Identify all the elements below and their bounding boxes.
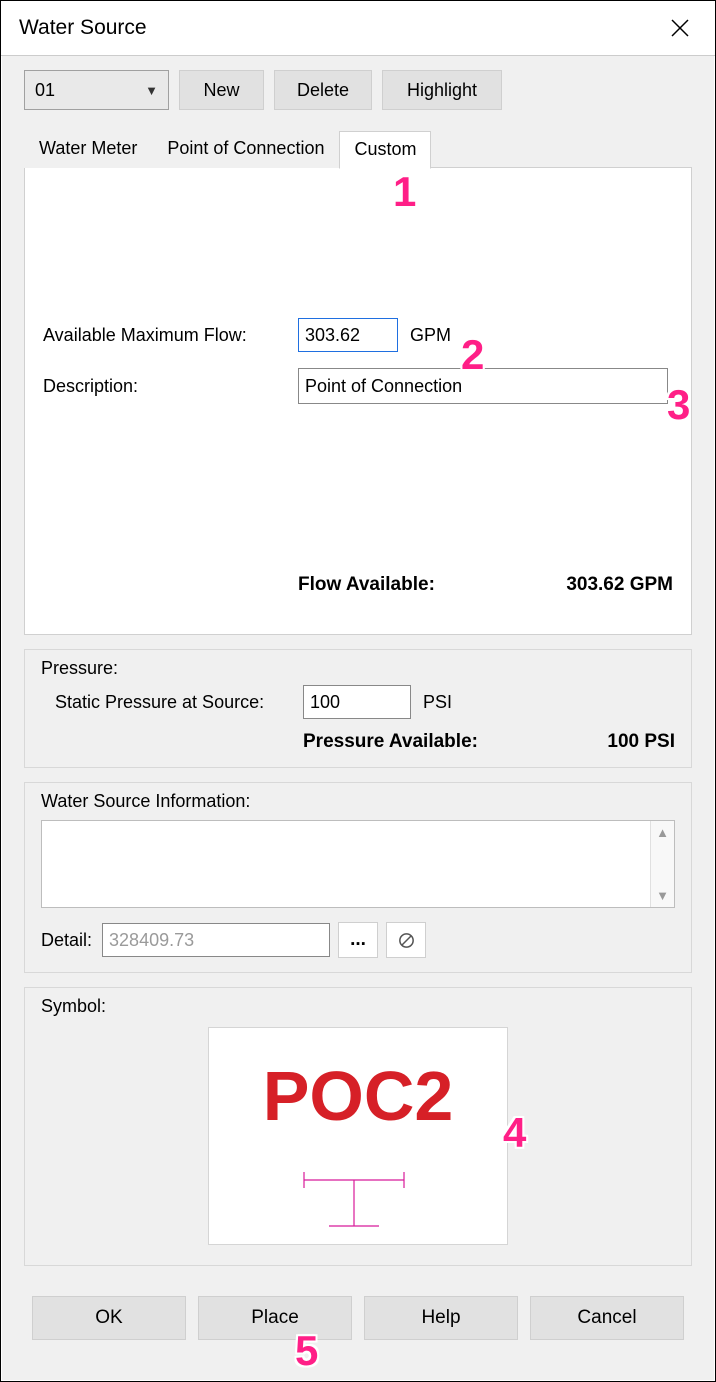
dialog-body: 01 ▼ New Delete Highlight Water Meter Po… bbox=[2, 56, 714, 1380]
ok-button[interactable]: OK bbox=[32, 1296, 186, 1340]
highlight-button[interactable]: Highlight bbox=[382, 70, 502, 110]
new-button[interactable]: New bbox=[179, 70, 264, 110]
detail-row: Detail: ... bbox=[41, 922, 675, 958]
info-group-title: Water Source Information: bbox=[41, 791, 675, 812]
flow-available-value: 303.62 GPM bbox=[566, 574, 673, 596]
close-button[interactable] bbox=[659, 7, 701, 49]
symbol-graphic bbox=[299, 1168, 409, 1238]
place-button[interactable]: Place bbox=[198, 1296, 352, 1340]
top-toolbar: 01 ▼ New Delete Highlight bbox=[24, 70, 692, 110]
pressure-unit: PSI bbox=[423, 692, 452, 713]
info-group: Water Source Information: ▲ ▼ Detail: ..… bbox=[24, 782, 692, 973]
symbol-preview[interactable]: POC2 bbox=[208, 1027, 508, 1245]
window-title: Water Source bbox=[19, 16, 147, 40]
tab-water-meter[interactable]: Water Meter bbox=[24, 130, 152, 168]
footer-buttons: OK Place Help Cancel bbox=[24, 1296, 692, 1340]
chevron-down-icon: ▼ bbox=[145, 83, 158, 98]
max-flow-row: Available Maximum Flow: GPM bbox=[43, 318, 673, 352]
pressure-available-value: 100 PSI bbox=[607, 731, 675, 753]
max-flow-input[interactable] bbox=[298, 318, 398, 352]
delete-button[interactable]: Delete bbox=[274, 70, 372, 110]
info-textarea[interactable]: ▲ ▼ bbox=[41, 820, 675, 908]
scroll-up-icon[interactable]: ▲ bbox=[656, 825, 669, 840]
static-pressure-input[interactable] bbox=[303, 685, 411, 719]
tab-point-of-connection[interactable]: Point of Connection bbox=[152, 130, 339, 168]
flow-available-label: Flow Available: bbox=[298, 574, 435, 596]
textarea-scrollbar[interactable]: ▲ ▼ bbox=[650, 821, 674, 907]
symbol-text: POC2 bbox=[209, 1056, 507, 1136]
static-pressure-label: Static Pressure at Source: bbox=[55, 692, 303, 713]
symbol-group-title: Symbol: bbox=[41, 996, 675, 1017]
detail-label: Detail: bbox=[41, 930, 92, 951]
max-flow-unit: GPM bbox=[410, 325, 451, 346]
close-icon bbox=[670, 18, 690, 38]
tabstrip: Water Meter Point of Connection Custom bbox=[24, 130, 692, 168]
description-input[interactable] bbox=[298, 368, 668, 404]
scroll-down-icon[interactable]: ▼ bbox=[656, 888, 669, 903]
symbol-group: Symbol: POC2 bbox=[24, 987, 692, 1266]
water-source-dialog: Water Source 01 ▼ New Delete Highlight W… bbox=[0, 0, 716, 1382]
custom-panel: Available Maximum Flow: GPM Description:… bbox=[24, 167, 692, 635]
cancel-button[interactable]: Cancel bbox=[530, 1296, 684, 1340]
detail-browse-button[interactable]: ... bbox=[338, 922, 378, 958]
tabs-container: Water Meter Point of Connection Custom A… bbox=[24, 130, 692, 635]
detail-input[interactable] bbox=[102, 923, 330, 957]
tab-custom[interactable]: Custom bbox=[339, 131, 431, 169]
pressure-group-title: Pressure: bbox=[41, 658, 675, 679]
detail-clear-button[interactable] bbox=[386, 922, 426, 958]
source-selector-value: 01 bbox=[35, 80, 55, 101]
titlebar: Water Source bbox=[1, 1, 715, 56]
description-label: Description: bbox=[43, 376, 298, 397]
no-entry-icon bbox=[397, 931, 416, 950]
help-button[interactable]: Help bbox=[364, 1296, 518, 1340]
flow-available-row: Flow Available: 303.62 GPM bbox=[43, 574, 673, 596]
max-flow-label: Available Maximum Flow: bbox=[43, 325, 298, 346]
static-pressure-row: Static Pressure at Source: PSI bbox=[55, 685, 675, 719]
pressure-available-row: Pressure Available: 100 PSI bbox=[41, 731, 675, 753]
ellipsis-icon: ... bbox=[350, 929, 366, 951]
source-selector[interactable]: 01 ▼ bbox=[24, 70, 169, 110]
pressure-group: Pressure: Static Pressure at Source: PSI… bbox=[24, 649, 692, 768]
pressure-available-label: Pressure Available: bbox=[303, 731, 478, 753]
description-row: Description: bbox=[43, 368, 673, 404]
